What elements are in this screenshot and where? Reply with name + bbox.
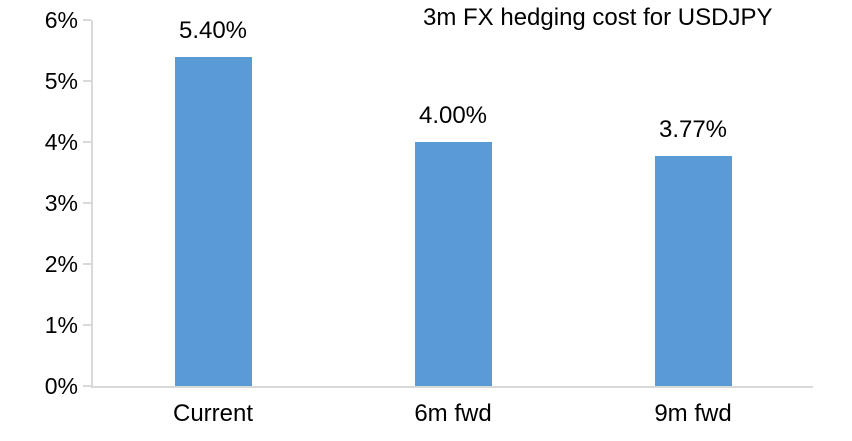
y-tick-label: 4%: [44, 129, 78, 155]
y-tick-mark: [83, 19, 91, 21]
bar-value-label: 3.77%: [658, 116, 728, 144]
y-tick-label: 5%: [44, 68, 78, 94]
bar-9m-fwd: [654, 156, 732, 386]
y-tick-label: 6%: [44, 7, 78, 33]
chart-title: 3m FX hedging cost for USDJPY: [423, 4, 773, 31]
y-tick-mark: [83, 141, 91, 143]
x-category-label: Current: [172, 400, 254, 427]
y-tick-label: 2%: [44, 251, 78, 277]
bar-6m-fwd: [414, 142, 492, 386]
bar-value-label: 4.00%: [418, 102, 488, 129]
x-category-label: 6m fwd: [414, 400, 492, 427]
y-tick-mark: [83, 263, 91, 265]
bar-value-label: 5.40%: [178, 16, 248, 44]
y-tick-label: 0%: [44, 373, 78, 399]
y-tick-mark: [83, 324, 91, 326]
y-tick-mark: [83, 202, 91, 204]
y-axis-line: [91, 20, 93, 388]
x-category-label: 9m fwd: [654, 400, 732, 427]
y-tick-label: 3%: [44, 190, 78, 216]
y-tick-label: 1%: [44, 312, 78, 338]
bar-current: [174, 56, 252, 386]
y-tick-mark: [83, 80, 91, 82]
x-axis-line: [93, 386, 813, 388]
y-tick-mark: [83, 385, 91, 387]
